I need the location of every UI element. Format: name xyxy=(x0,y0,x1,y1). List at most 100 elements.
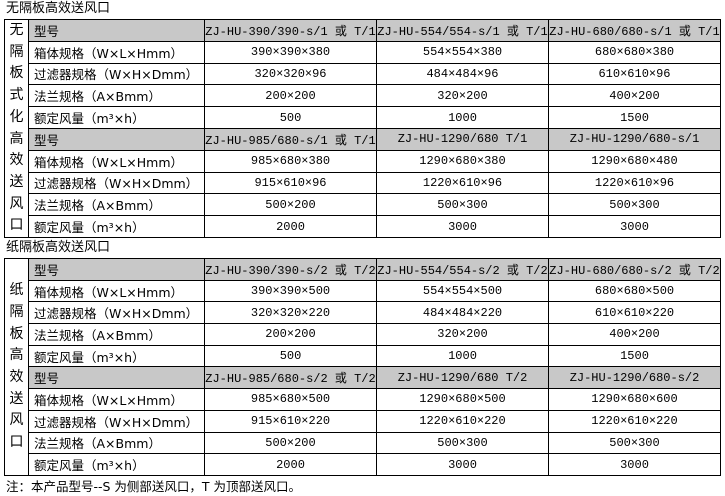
row-label: 额定风量（m³×h） xyxy=(28,344,205,368)
model-cell: ZJ-HU-554/554-s/2 或 T/2 xyxy=(376,258,549,281)
value-cell: 500×300 xyxy=(376,193,549,217)
value-cell: 1000 xyxy=(376,106,549,129)
vertical-label-text: 无隔板式化高效送风口 xyxy=(9,22,24,234)
value-cell: 610×610×220 xyxy=(548,301,721,325)
value-cell: 500×200 xyxy=(204,193,377,217)
value-cell: 500×300 xyxy=(548,193,721,217)
value-cell: 320×200 xyxy=(376,323,549,346)
value-cell: 500×200 xyxy=(204,431,377,455)
value-cell: 484×484×96 xyxy=(376,62,549,86)
table-row: 过滤器规格（W×H×Dmm） 915×610×220 1220×610×220 122… xyxy=(5,409,721,433)
row-label: 箱体规格（W×L×Hmm） xyxy=(28,279,205,303)
vertical-label-text: 纸隔板高效送风口 xyxy=(9,282,24,451)
value-cell: 3000 xyxy=(376,453,549,476)
value-cell: 680×680×380 xyxy=(548,40,721,64)
vertical-category-label: 无隔板式化高效送风口 xyxy=(4,18,29,239)
value-cell: 2000 xyxy=(204,215,377,239)
value-cell: 915×610×220 xyxy=(204,409,377,433)
value-cell: 1220×610×220 xyxy=(376,409,549,433)
value-cell: 1220×610×96 xyxy=(548,171,721,195)
row-label: 额定风量（m³×h） xyxy=(28,106,205,129)
value-cell: 3000 xyxy=(548,215,721,239)
value-cell: 320×320×96 xyxy=(204,62,377,86)
row-label: 型号 xyxy=(28,127,205,151)
model-cell: ZJ-HU-680/680-s/1 或 T/1 xyxy=(548,19,721,42)
table-row: 过滤器规格（W×H×Dmm） 915×610×96 1220×610×96 1220×… xyxy=(5,171,721,195)
row-label: 法兰规格（A×Bmm） xyxy=(28,431,205,455)
row-label: 箱体规格（W×L×Hmm） xyxy=(28,149,205,173)
value-cell: 1500 xyxy=(548,344,721,368)
row-label: 箱体规格（W×L×Hmm） xyxy=(28,388,205,411)
value-cell: 554×554×500 xyxy=(376,279,549,303)
footnote: 注：本产品型号--S 为侧部送风口，T 为顶部送风口。 xyxy=(6,479,302,494)
value-cell: 554×554×380 xyxy=(376,40,549,64)
model-cell: ZJ-HU-554/554-s/1 或 T/1 xyxy=(376,19,549,42)
row-label: 过滤器规格（W×H×Dmm） xyxy=(28,409,205,433)
value-cell: 1290×680×600 xyxy=(548,388,721,411)
model-header-row: 无隔板式化高效送风口 型号 ZJ-HU-390/390-s/1 或 T/1 ZJ-HU… xyxy=(4,18,721,239)
value-cell: 1000 xyxy=(376,344,549,368)
model-cell: ZJ-HU-1290/680 T/2 xyxy=(376,366,549,390)
model-header-row: 型号 ZJ-HU-985/680-s/1 或 T/1 ZJ-HU-1290/680 … xyxy=(5,127,721,151)
value-cell: 390×390×380 xyxy=(204,40,377,64)
model-cell: ZJ-HU-985/680-s/2 或 T/2 xyxy=(204,366,377,390)
value-cell: 1290×680×480 xyxy=(548,149,721,173)
value-cell: 500×300 xyxy=(548,431,721,455)
row-label: 过滤器规格（W×H×Dmm） xyxy=(28,62,205,86)
model-cell: ZJ-HU-985/680-s/1 或 T/1 xyxy=(204,127,377,151)
row-label: 额定风量（m³×h） xyxy=(28,453,205,476)
table-row: 额定风量（m³×h） 500 1000 1500 xyxy=(5,344,721,368)
value-cell: 200×200 xyxy=(204,323,377,346)
row-label: 型号 xyxy=(28,19,205,42)
value-cell: 915×610×96 xyxy=(204,171,377,195)
value-cell: 985×680×500 xyxy=(204,388,377,411)
table-row: 额定风量（m³×h） 2000 3000 3000 xyxy=(5,453,721,476)
row-label: 型号 xyxy=(28,366,205,390)
value-cell: 985×680×380 xyxy=(204,149,377,173)
row-label: 过滤器规格（W×H×Dmm） xyxy=(28,171,205,195)
table-row: 额定风量（m³×h） 2000 3000 3000 xyxy=(5,215,721,239)
row-label: 法兰规格（A×Bmm） xyxy=(28,193,205,217)
spec-table-no-separator: 无隔板式化高效送风口 型号 ZJ-HU-390/390-s/1 或 T/1 ZJ-HU… xyxy=(4,18,721,239)
value-cell: 484×484×220 xyxy=(376,301,549,325)
value-cell: 1290×680×500 xyxy=(376,388,549,411)
value-cell: 400×200 xyxy=(548,323,721,346)
value-cell: 3000 xyxy=(548,453,721,476)
row-label: 法兰规格（A×Bmm） xyxy=(28,84,205,108)
value-cell: 400×200 xyxy=(548,84,721,108)
model-cell: ZJ-HU-1290/680-s/2 xyxy=(548,366,721,390)
section-title-no-separator: 无隔板高效送风口 xyxy=(6,1,111,16)
table-row: 箱体规格（W×L×Hmm） 985×680×500 1290×680×500 1290… xyxy=(5,388,721,411)
value-cell: 320×200 xyxy=(376,84,549,108)
value-cell: 1290×680×380 xyxy=(376,149,549,173)
model-cell: ZJ-HU-1290/680 T/1 xyxy=(376,127,549,151)
table-row: 额定风量（m³×h） 500 1000 1500 xyxy=(5,106,721,129)
table-row: 法兰规格（A×Bmm） 500×200 500×300 500×300 xyxy=(5,193,721,217)
value-cell: 500 xyxy=(204,106,377,129)
table-row: 箱体规格（W×L×Hmm） 985×680×380 1290×680×380 1290… xyxy=(5,149,721,173)
value-cell: 390×390×500 xyxy=(204,279,377,303)
value-cell: 500 xyxy=(204,344,377,368)
row-label: 型号 xyxy=(28,258,205,281)
value-cell: 2000 xyxy=(204,453,377,476)
row-label: 额定风量（m³×h） xyxy=(28,215,205,239)
table-row: 法兰规格（A×Bmm） 500×200 500×300 500×300 xyxy=(5,431,721,455)
model-header-row: 纸隔板高效送风口 型号 ZJ-HU-390/390-s/2 或 T/2 ZJ-HU-5… xyxy=(4,258,721,476)
vertical-category-label: 纸隔板高效送风口 xyxy=(4,258,29,476)
model-cell: ZJ-HU-390/390-s/2 或 T/2 xyxy=(204,258,377,281)
table-row: 法兰规格（A×Bmm） 200×200 320×200 400×200 xyxy=(5,323,721,346)
model-cell: ZJ-HU-680/680-s/2 或 T/2 xyxy=(548,258,721,281)
value-cell: 3000 xyxy=(376,215,549,239)
section-title-paper-separator: 纸隔板高效送风口 xyxy=(6,240,111,255)
row-label: 过滤器规格（W×H×Dmm） xyxy=(28,301,205,325)
value-cell: 1220×610×220 xyxy=(548,409,721,433)
value-cell: 500×300 xyxy=(376,431,549,455)
model-cell: ZJ-HU-1290/680-s/1 xyxy=(548,127,721,151)
value-cell: 200×200 xyxy=(204,84,377,108)
table-row: 过滤器规格（W×H×Dmm） 320×320×96 484×484×96 610×61… xyxy=(5,62,721,86)
table-row: 法兰规格（A×Bmm） 200×200 320×200 400×200 xyxy=(5,84,721,108)
table-row: 过滤器规格（W×H×Dmm） 320×320×220 484×484×220 610×… xyxy=(5,301,721,325)
table-row: 箱体规格（W×L×Hmm） 390×390×380 554×554×380 680×6… xyxy=(5,40,721,64)
row-label: 法兰规格（A×Bmm） xyxy=(28,323,205,346)
value-cell: 610×610×96 xyxy=(548,62,721,86)
